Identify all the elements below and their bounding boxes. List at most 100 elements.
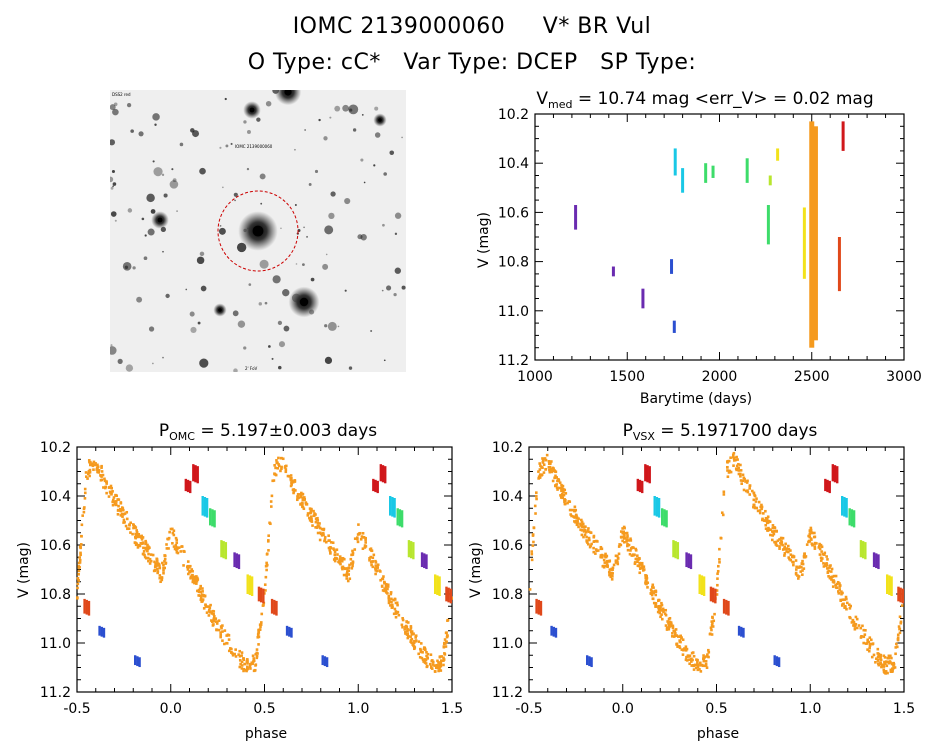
omc-point — [346, 569, 350, 572]
omc-point — [258, 623, 262, 626]
omc-point — [358, 531, 362, 535]
vsx-point — [547, 466, 551, 469]
vsx-point — [889, 670, 893, 673]
omc-point — [351, 549, 354, 553]
omc-point — [169, 527, 173, 531]
vsx-point — [844, 595, 848, 599]
vsx-point — [737, 462, 740, 466]
omc-colored-point — [436, 575, 439, 595]
vsx-point — [534, 512, 537, 515]
vsx-point — [808, 533, 812, 536]
vsx-point — [886, 656, 890, 660]
omc-point — [158, 564, 161, 568]
omc-point — [162, 569, 165, 572]
vsx-point — [760, 507, 763, 511]
omc-point — [79, 553, 82, 557]
light-curve-point — [681, 168, 685, 193]
vsx-point — [633, 561, 637, 564]
vsx-point — [839, 598, 843, 602]
vsx-point — [896, 636, 900, 640]
omc-point — [386, 585, 390, 588]
vsx-point — [528, 588, 532, 591]
finder-star — [314, 169, 319, 174]
vsx-point — [861, 624, 864, 628]
omc-point — [248, 663, 252, 666]
omc-point — [209, 603, 212, 607]
vsx-point — [899, 621, 903, 625]
omc-point — [418, 656, 422, 659]
finder-star — [236, 242, 247, 253]
omc-point — [263, 583, 267, 586]
vsx-point — [626, 544, 629, 548]
omc-point — [111, 503, 115, 507]
vsx-point — [690, 664, 694, 667]
omc-point — [323, 535, 327, 539]
vsx-colored-point — [836, 466, 839, 484]
omc-point — [182, 549, 185, 553]
vsx-point — [761, 518, 764, 522]
omc-point — [284, 470, 288, 474]
omc-point — [117, 504, 120, 508]
omc-point — [227, 634, 231, 637]
omc-point — [283, 466, 287, 469]
vsx-colored-point — [590, 657, 593, 668]
omc-point — [334, 557, 338, 560]
vsx-point — [825, 562, 828, 565]
finder-star — [268, 345, 271, 348]
vsx-point — [783, 545, 787, 549]
omc-point — [246, 665, 249, 669]
omc-point — [111, 500, 114, 504]
omc-point — [412, 641, 416, 645]
omc-point — [345, 577, 349, 580]
finder-star — [310, 277, 315, 282]
vsx-point — [626, 536, 629, 539]
vsx-point — [645, 574, 648, 578]
vsx-colored-point — [586, 655, 589, 666]
vsx-point — [854, 623, 858, 626]
omc-point — [425, 651, 428, 654]
omc-point — [242, 657, 245, 660]
vsx-point — [654, 603, 657, 607]
vsx-point — [605, 563, 609, 566]
finder-star — [304, 129, 306, 131]
vsx-point — [809, 537, 813, 540]
vsx-point — [778, 545, 781, 548]
vsx-point — [763, 519, 767, 523]
finder-star — [265, 100, 272, 107]
vsx-ytick-label: 10.2 — [492, 440, 523, 456]
vsx-point — [600, 547, 604, 551]
vsx-point — [646, 586, 649, 589]
omc-point — [221, 624, 224, 627]
omc-point — [273, 464, 276, 467]
vsx-point — [784, 542, 787, 546]
omc-point — [289, 484, 293, 488]
omc-point — [119, 507, 122, 511]
omc-point — [91, 463, 95, 466]
omc-colored-point — [233, 552, 236, 568]
finder-star — [237, 320, 246, 328]
vsx-point — [594, 548, 598, 551]
vsx-point — [659, 609, 663, 612]
omc-point — [420, 656, 424, 660]
vsx-point — [660, 617, 664, 621]
finder-bright-star-core — [252, 225, 264, 237]
omc-point — [160, 578, 164, 582]
omc-point — [401, 625, 404, 629]
omc-point — [198, 594, 202, 597]
vsx-point — [764, 523, 768, 527]
vsx-point — [829, 564, 832, 567]
omc-colored-point — [407, 540, 411, 558]
omc-point — [396, 610, 400, 614]
finder-bright-star-core — [249, 107, 255, 113]
omc-point — [301, 501, 304, 505]
omc-point — [132, 524, 136, 527]
finder-star — [394, 232, 398, 236]
vsx-point — [708, 632, 712, 636]
omc-point — [386, 587, 389, 591]
omc-point — [270, 494, 274, 498]
omc-colored-point — [449, 588, 453, 604]
vsx-point — [809, 528, 813, 532]
omc-point — [316, 531, 320, 535]
light-curve-xtick-label: 2000 — [702, 369, 738, 385]
omc-point — [199, 584, 202, 588]
